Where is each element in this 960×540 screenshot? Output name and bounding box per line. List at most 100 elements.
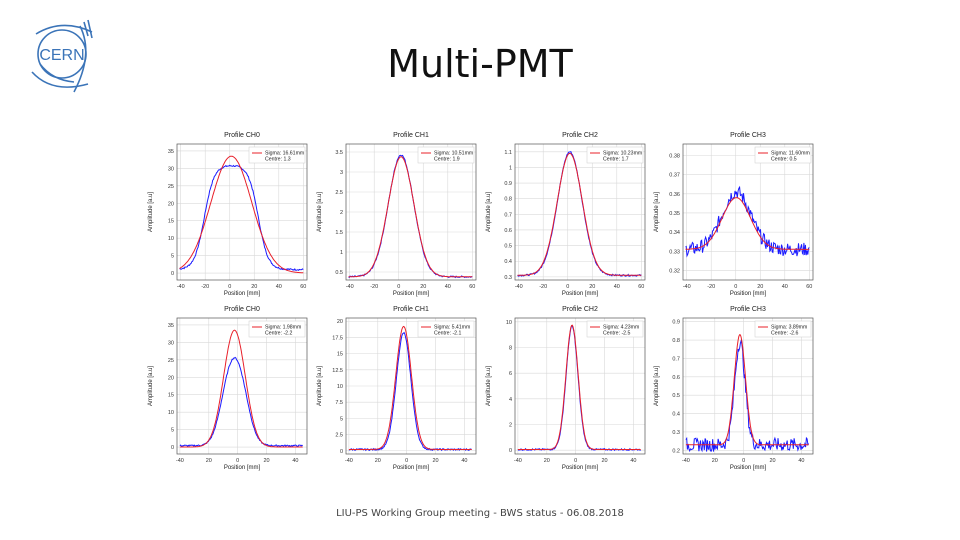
series-fit-line <box>179 155 304 274</box>
y-tick-label: 20 <box>168 201 174 207</box>
y-tick-label: 30 <box>168 340 174 346</box>
legend-sigma: Sigma: 4.23mm <box>603 325 639 331</box>
legend-box <box>248 146 306 164</box>
y-tick-label: 0.37 <box>669 173 680 179</box>
chart-profile-ch1-bottom: Profile CH1 0 2.5 5 7.5 10 12.5 15 17.5 20 -40 20 0 2… <box>317 306 477 471</box>
y-tick-label: 0.4 <box>504 259 512 265</box>
x-tick-label: 40 <box>630 458 636 464</box>
plot-frame <box>682 317 814 455</box>
chart-title: Profile CH1 <box>393 306 429 313</box>
y-tick-label: 0.3 <box>672 430 680 436</box>
y-axis-label: Amplitude [a.u] <box>654 366 660 406</box>
chart-profile-ch1-top: Profile CH1 0.5 1 1.5 2 2.5 3 3.5 -40 -20 0 20 40 60 P… <box>317 132 477 297</box>
legend-box <box>586 146 644 164</box>
chart-panel-top-0: Profile CH0 0 5 10 15 20 25 30 35 -40 -20 0 20 40 60 Po… <box>142 128 314 306</box>
plot-frame <box>176 143 308 281</box>
x-tick-label: -40 <box>177 284 185 290</box>
y-tick-label: 15 <box>168 393 174 399</box>
series-fit-line <box>517 324 641 450</box>
y-tick-label: 0 <box>171 445 174 451</box>
series-fit-line <box>348 325 472 450</box>
y-tick-label: 0 <box>171 271 174 277</box>
y-tick-label: 0.7 <box>504 212 512 218</box>
y-axis-label: Amplitude [a.u] <box>317 192 323 232</box>
x-tick-label: 60 <box>638 284 644 290</box>
x-axis-label: Position [mm] <box>393 291 430 297</box>
y-tick-label: 0.7 <box>672 356 680 362</box>
chart-panel-top-3: Profile CH3 0.32 0.33 0.34 0.35 0.36 0.37 0.38 -… <box>648 128 820 306</box>
y-tick-label: 0.38 <box>669 153 680 159</box>
chart-panel-bottom-0: Profile CH0 0 5 10 15 20 25 30 35 -40 20 0 20 40 Posit… <box>142 302 314 480</box>
x-axis-label: Position [mm] <box>562 291 599 297</box>
x-axis-label: Position [mm] <box>393 465 430 471</box>
x-tick-label: -20 <box>201 284 209 290</box>
x-tick-label: -40 <box>515 284 523 290</box>
plot-frame <box>345 317 477 455</box>
legend-centre: Centre: 1.7 <box>603 157 629 163</box>
legend-sigma: Sigma: 3.89mm <box>771 325 807 331</box>
x-tick-label: 40 <box>292 458 298 464</box>
legend-sigma: Sigma: 16.61mm <box>265 151 304 157</box>
chart-title: Profile CH1 <box>393 132 429 139</box>
x-tick-label: 40 <box>276 284 282 290</box>
y-tick-label: 1 <box>340 250 343 256</box>
y-axis-label: Amplitude [a.u] <box>654 192 660 232</box>
y-tick-label: 0 <box>340 449 343 455</box>
plot-frame <box>345 143 477 281</box>
y-tick-label: 20 <box>168 375 174 381</box>
x-tick-label: -40 <box>346 284 354 290</box>
slide-footer: LIU-PS Working Group meeting - BWS statu… <box>336 508 624 519</box>
y-tick-label: 10 <box>168 410 174 416</box>
x-tick-label: 20 <box>769 458 775 464</box>
y-tick-label: 0.6 <box>504 228 512 234</box>
legend-centre: Centre: 1.9 <box>434 157 460 163</box>
x-tick-label: 0 <box>397 284 400 290</box>
x-tick-label: 0 <box>742 458 745 464</box>
x-tick-label: 20 <box>263 458 269 464</box>
y-tick-label: 8 <box>509 346 512 352</box>
chart-profile-ch3-bottom: Profile CH3 0.2 0.3 0.4 0.5 0.6 0.7 0.8 0.9 -40 20… <box>654 306 814 471</box>
chart-panel-top-1: Profile CH1 0.5 1 1.5 2 2.5 3 3.5 -40 -20 0 20 40 60 P… <box>311 128 483 306</box>
x-tick-label: -20 <box>707 284 715 290</box>
x-tick-label: -40 <box>683 284 691 290</box>
legend-sigma: Sigma: 10.51mm <box>434 151 473 157</box>
y-tick-label: 10 <box>337 384 343 390</box>
x-tick-label: 0 <box>405 458 408 464</box>
x-tick-label: 60 <box>469 284 475 290</box>
legend-sigma: Sigma: 5.41mm <box>434 325 470 331</box>
y-tick-label: 0.8 <box>672 338 680 344</box>
x-tick-label: 20 <box>757 284 763 290</box>
y-tick-label: 7.5 <box>335 400 343 406</box>
x-tick-label: -20 <box>539 284 547 290</box>
y-tick-label: 6 <box>509 371 512 377</box>
y-tick-label: 15 <box>337 352 343 358</box>
series-measured-line <box>179 164 304 271</box>
series-measured-line <box>685 338 810 453</box>
x-tick-label: 0 <box>574 458 577 464</box>
x-tick-label: 40 <box>461 458 467 464</box>
chart-profile-ch0-top: Profile CH0 0 5 10 15 20 25 30 35 -40 -20 0 20 40 60 Po… <box>148 132 308 297</box>
cern-logo-text: CERN <box>39 47 84 64</box>
y-axis-label: Amplitude [a.u] <box>148 192 154 232</box>
x-tick-label: -20 <box>370 284 378 290</box>
y-tick-label: 0.36 <box>669 192 680 198</box>
x-tick-label: -40 <box>345 458 353 464</box>
chart-panel-top-2: Profile CH2 0.3 0.4 0.5 0.6 0.7 0.8 0.9 1 1.1 -40 -… <box>480 128 652 306</box>
x-axis-label: Position [mm] <box>730 291 767 297</box>
y-tick-label: 0.3 <box>504 275 512 281</box>
x-axis-label: Position [mm] <box>562 465 599 471</box>
x-tick-label: 20 <box>432 458 438 464</box>
x-tick-label: -40 <box>176 458 184 464</box>
x-tick-label: 20 <box>601 458 607 464</box>
legend-box <box>248 320 306 338</box>
chart-title: Profile CH2 <box>562 306 598 313</box>
legend-centre: Centre: 0.5 <box>771 157 797 163</box>
plot-frame <box>514 143 646 281</box>
y-tick-label: 2 <box>340 210 343 216</box>
y-tick-label: 0.8 <box>504 197 512 203</box>
y-tick-label: 12.5 <box>332 368 343 374</box>
x-tick-label: 40 <box>782 284 788 290</box>
x-axis-label: Position [mm] <box>730 465 767 471</box>
y-tick-label: 3.5 <box>335 150 343 156</box>
y-tick-label: 0.5 <box>504 244 512 250</box>
